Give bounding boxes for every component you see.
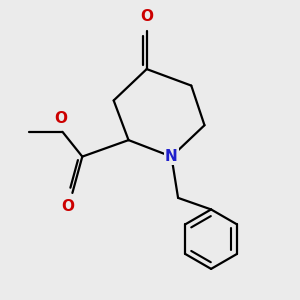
Text: O: O	[54, 111, 67, 126]
Text: O: O	[61, 199, 74, 214]
Text: O: O	[140, 9, 153, 24]
Text: N: N	[165, 149, 178, 164]
